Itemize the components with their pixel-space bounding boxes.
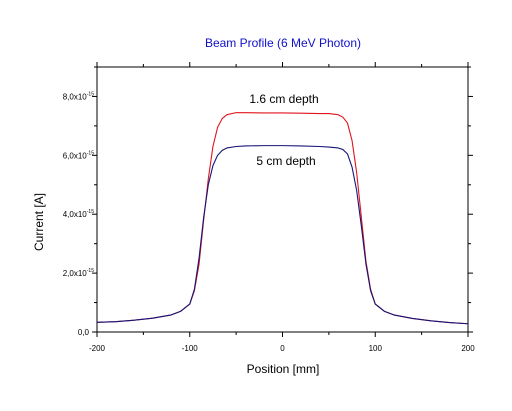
y-tick-label: 2,0x10-15 (63, 268, 94, 278)
plot-frame (96, 66, 469, 333)
ticks-layer: -200 -100 0 100 200 0,0 2,0x10-15 4,0x10-15 6,0x… (63, 62, 475, 353)
series-line-1-6cm-depth (96, 112, 469, 325)
x-axis-label: Position [mm] (247, 362, 320, 376)
annotation-1-6cm-depth: 1.6 cm depth (249, 92, 318, 106)
chart-title: Beam Profile (6 MeV Photon) (205, 36, 361, 50)
y-axis-label: Current [A] (32, 193, 46, 251)
series-line-5cm-depth (96, 145, 469, 325)
x-tick-label: 200 (461, 344, 475, 353)
x-tick-label: -200 (89, 344, 106, 353)
x-tick-label: -100 (182, 344, 199, 353)
y-tick-label: 4,0x10-15 (63, 209, 94, 219)
y-tick-label: 0,0 (78, 328, 90, 337)
y-tick-label: 8,0x10-15 (63, 91, 94, 101)
x-tick-label: 100 (369, 344, 383, 353)
y-tick-label: 6,0x10-15 (63, 150, 94, 160)
annotation-5cm-depth: 5 cm depth (256, 154, 315, 168)
x-tick-label: 0 (280, 344, 285, 353)
series-layer (96, 112, 469, 325)
